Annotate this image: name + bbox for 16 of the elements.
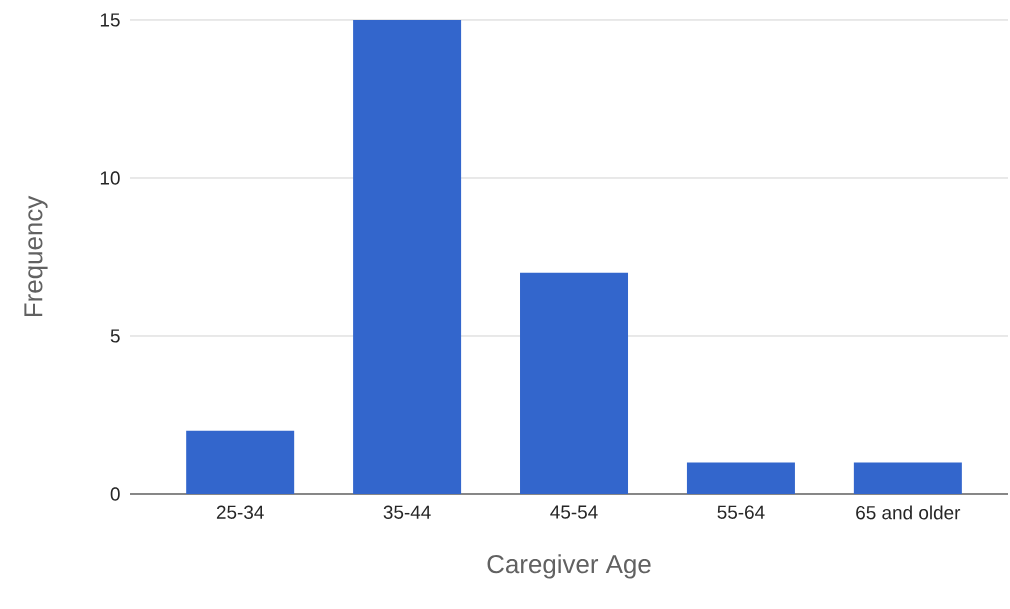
x-axis-title: Caregiver Age	[487, 554, 651, 579]
x-tick-label: 65 and older	[856, 505, 961, 520]
y-tick-label: 0	[110, 487, 120, 501]
y-axis-title: Frequency	[24, 195, 48, 317]
bar	[353, 19, 462, 494]
y-tick-label: 5	[110, 329, 120, 343]
y-tick-label: 10	[100, 171, 120, 185]
x-tick-label: 55-64	[717, 505, 765, 519]
bar	[686, 462, 795, 494]
bar	[186, 430, 295, 494]
x-tick-label: 45-54	[550, 505, 598, 519]
x-tick-label: 25-34	[216, 505, 264, 519]
bar	[853, 462, 962, 494]
bar	[520, 272, 629, 494]
x-tick-label: 35-44	[383, 505, 431, 519]
y-tick-label: 15	[100, 13, 120, 27]
